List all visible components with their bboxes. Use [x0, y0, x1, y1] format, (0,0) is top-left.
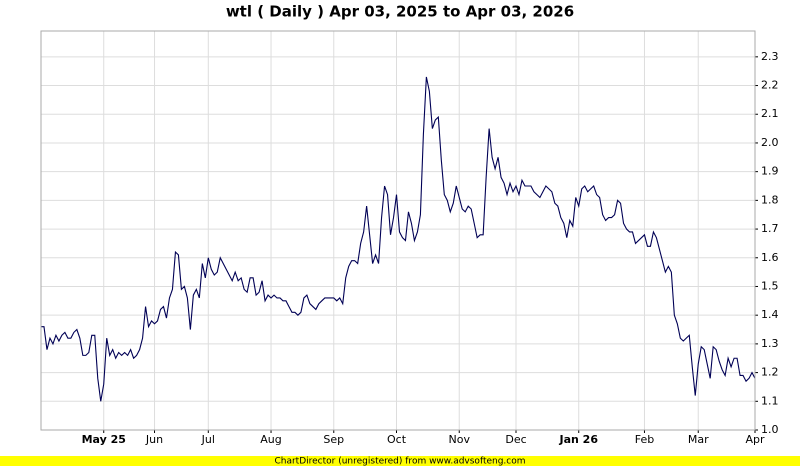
y-tick-label: 2.2 — [761, 79, 779, 92]
x-tick-label: Mar — [688, 433, 709, 446]
x-tick-label: May 25 — [82, 433, 126, 446]
footer: ChartDirector (unregistered) from www.ad… — [274, 457, 525, 466]
x-tick-label: Dec — [505, 433, 526, 446]
plot-area — [40, 30, 756, 431]
y-tick-label: 1.3 — [761, 337, 779, 350]
y-tick-label: 2.0 — [761, 136, 779, 149]
x-tick-label: Sep — [323, 433, 344, 446]
x-tick-label: Jun — [145, 433, 163, 446]
x-tick-label: Oct — [387, 433, 407, 446]
x-tick-label: Apr — [745, 433, 765, 446]
y-tick-label: 1.6 — [761, 251, 779, 264]
y-tick-label: 1.9 — [761, 165, 779, 178]
x-tick-label: Aug — [260, 433, 281, 446]
footer-band — [0, 456, 800, 466]
y-tick-label: 1.7 — [761, 222, 779, 235]
y-tick-label: 1.4 — [761, 308, 779, 321]
x-tick-label: Nov — [449, 433, 471, 446]
chart-title: wtl ( Daily ) Apr 03, 2025 to Apr 03, 20… — [226, 3, 574, 21]
price-line — [41, 76, 756, 402]
plot-border — [40, 30, 756, 431]
y-tick-label: 1.0 — [761, 423, 779, 436]
y-tick-label: 1.2 — [761, 366, 779, 379]
y-tick-label: 1.8 — [761, 193, 779, 206]
y-tick-label: 1.1 — [761, 394, 779, 407]
x-tick-label: Feb — [635, 433, 654, 446]
y-tick-label: 1.5 — [761, 279, 779, 292]
x-tick-label: Jul — [201, 433, 215, 446]
y-tick-label: 2.1 — [761, 107, 779, 120]
y-tick-label: 2.3 — [761, 50, 779, 63]
x-tick-label: Jan 26 — [558, 433, 598, 446]
